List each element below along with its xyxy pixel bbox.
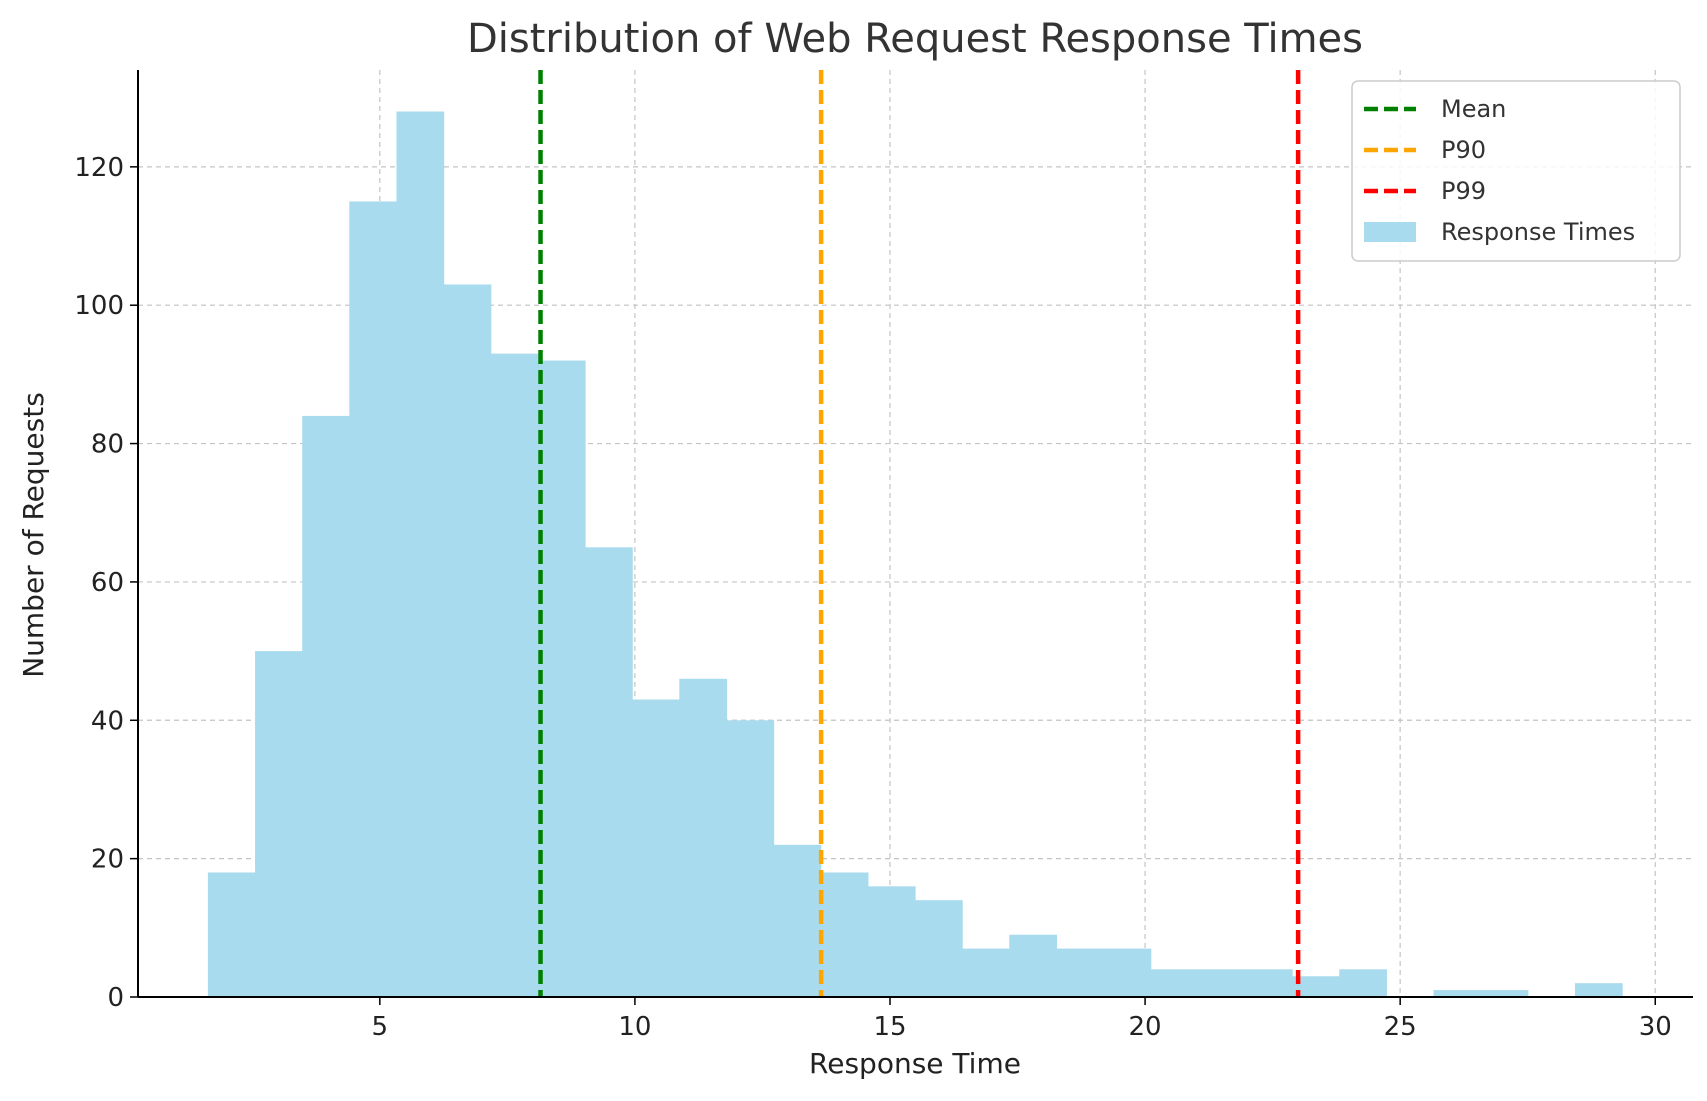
- histogram-bar: [679, 678, 728, 997]
- y-axis-label: Number of Requests: [17, 392, 50, 678]
- histogram-bar: [1292, 976, 1340, 997]
- histogram-bar: [255, 651, 303, 997]
- histogram-bar: [962, 948, 1010, 997]
- x-tick-label: 20: [1129, 1012, 1162, 1042]
- histogram-bars: [207, 111, 1623, 998]
- y-tick-label: 100: [74, 291, 124, 321]
- histogram-bar: [1574, 983, 1623, 997]
- histogram-bar: [1150, 969, 1199, 997]
- histogram-bar: [1103, 948, 1152, 997]
- reference-lines: [538, 70, 1301, 997]
- x-tick-label: 5: [372, 1012, 389, 1042]
- x-axis-label: Response Time: [809, 1047, 1021, 1080]
- histogram-bar: [726, 720, 775, 997]
- y-tick-label: 40: [91, 706, 124, 736]
- x-tick-label: 10: [618, 1012, 651, 1042]
- y-tick-label: 120: [74, 153, 124, 183]
- legend-label-mean: Mean: [1441, 95, 1506, 123]
- x-tick-label: 25: [1384, 1012, 1417, 1042]
- tick-labels: 5 10 15 20 25 30 0 20 40 60 80 100 120: [74, 153, 1671, 1042]
- histogram-bar: [1009, 934, 1058, 997]
- histogram-bar: [207, 872, 256, 997]
- histogram-bar: [1433, 990, 1482, 997]
- legend-label-p90: P90: [1441, 136, 1486, 164]
- axes: [137, 70, 1693, 998]
- histogram-bar: [585, 547, 633, 997]
- histogram-bar: [1244, 969, 1293, 997]
- y-tick-label: 20: [91, 845, 124, 875]
- y-tick-label: 80: [91, 430, 124, 460]
- grid-lines: [138, 70, 1693, 997]
- x-tick-label: 30: [1639, 1012, 1672, 1042]
- histogram-bar: [302, 415, 350, 997]
- x-tick-label: 15: [873, 1012, 906, 1042]
- histogram-bar: [867, 886, 916, 997]
- histogram-bar: [1056, 948, 1105, 997]
- y-tick-label: 60: [91, 568, 124, 598]
- histogram-bar: [632, 699, 680, 997]
- legend-swatch-response-times: [1364, 222, 1416, 242]
- histogram-bar: [1339, 969, 1387, 997]
- histogram-bar: [1480, 990, 1529, 997]
- histogram-bar: [820, 872, 869, 997]
- histogram-bar: [914, 900, 963, 997]
- histogram-bar: [773, 844, 822, 997]
- histogram-bar: [1197, 969, 1246, 997]
- legend: Mean P90 P99 Response Times: [1351, 80, 1681, 262]
- histogram-bar: [537, 360, 586, 997]
- histogram-bar: [490, 353, 539, 997]
- chart-title: Distribution of Web Request Response Tim…: [467, 16, 1363, 62]
- histogram-bar: [443, 284, 492, 998]
- legend-label-response-times: Response Times: [1441, 218, 1635, 246]
- histogram-bar: [349, 201, 398, 997]
- histogram-bar: [396, 111, 445, 998]
- legend-label-p99: P99: [1441, 177, 1486, 205]
- legend-box: [1351, 80, 1681, 262]
- y-tick-label: 0: [107, 983, 124, 1013]
